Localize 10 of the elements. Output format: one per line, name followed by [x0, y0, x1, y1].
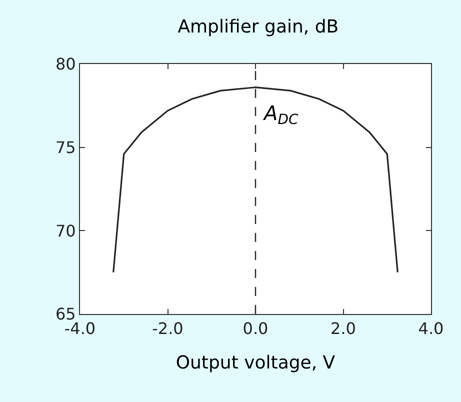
- y-tick-label: 70: [55, 221, 76, 240]
- chart-title: Amplifier gain, dB: [178, 16, 339, 38]
- x-axis-title: Output voltage, V: [176, 352, 336, 374]
- x-tick-label: 4.0: [418, 319, 444, 338]
- y-tick-label: 75: [55, 138, 76, 157]
- x-tick-label: 0.0: [242, 319, 268, 338]
- x-tick-label: -2.0: [152, 319, 184, 338]
- ref-line-label: A$_{DC}$: [262, 101, 298, 128]
- x-tick-label: 2.0: [330, 319, 356, 338]
- y-tick-label: 80: [55, 54, 76, 74]
